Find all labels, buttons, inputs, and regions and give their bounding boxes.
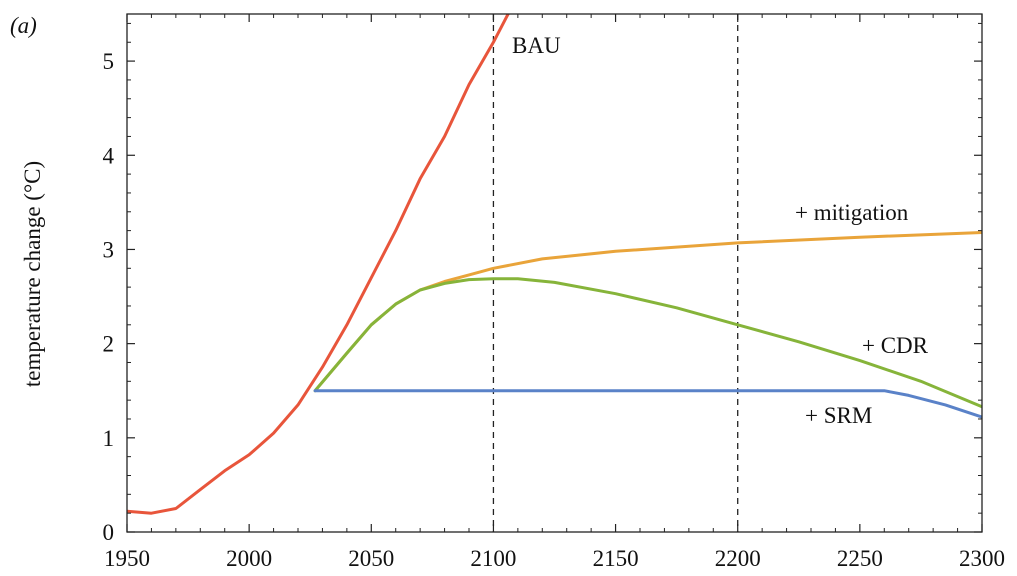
x-tick-label: 2150 — [593, 546, 639, 571]
series-label-mitigation: + mitigation — [795, 200, 909, 225]
x-tick-label: 2000 — [226, 546, 272, 571]
y-tick-label: 3 — [103, 237, 115, 262]
x-tick-label: 2300 — [959, 546, 1005, 571]
x-tick-label: 2200 — [715, 546, 761, 571]
plot-frame — [126, 13, 983, 533]
y-tick-label: 1 — [103, 426, 115, 451]
x-tick-label: 2250 — [837, 546, 883, 571]
series-label-srm: + SRM — [805, 403, 872, 428]
y-tick-label: 2 — [103, 332, 115, 357]
x-tick-label: 1950 — [104, 546, 150, 571]
series-label-bau: BAU — [512, 33, 561, 58]
series-label-cdr: + CDR — [862, 333, 929, 358]
axis-ticks: 1950 2000 2050 2100 2150 2200 2250 2300 0 1 2 3 4 5 — [103, 14, 1005, 571]
x-tick-label: 2050 — [348, 546, 394, 571]
reference-lines — [492, 14, 739, 532]
y-tick-label: 4 — [103, 143, 115, 168]
y-tick-label: 0 — [103, 520, 115, 545]
y-tick-label: 5 — [103, 49, 115, 74]
y-axis-title: temperature change (°C) — [20, 161, 45, 387]
series-lines — [127, 14, 982, 515]
series-line-srm — [313, 389, 982, 419]
x-tick-label: 2100 — [470, 546, 516, 571]
series-line-bau — [127, 14, 510, 515]
panel-label: (a) — [10, 13, 37, 38]
series-line-cdr — [313, 277, 982, 409]
